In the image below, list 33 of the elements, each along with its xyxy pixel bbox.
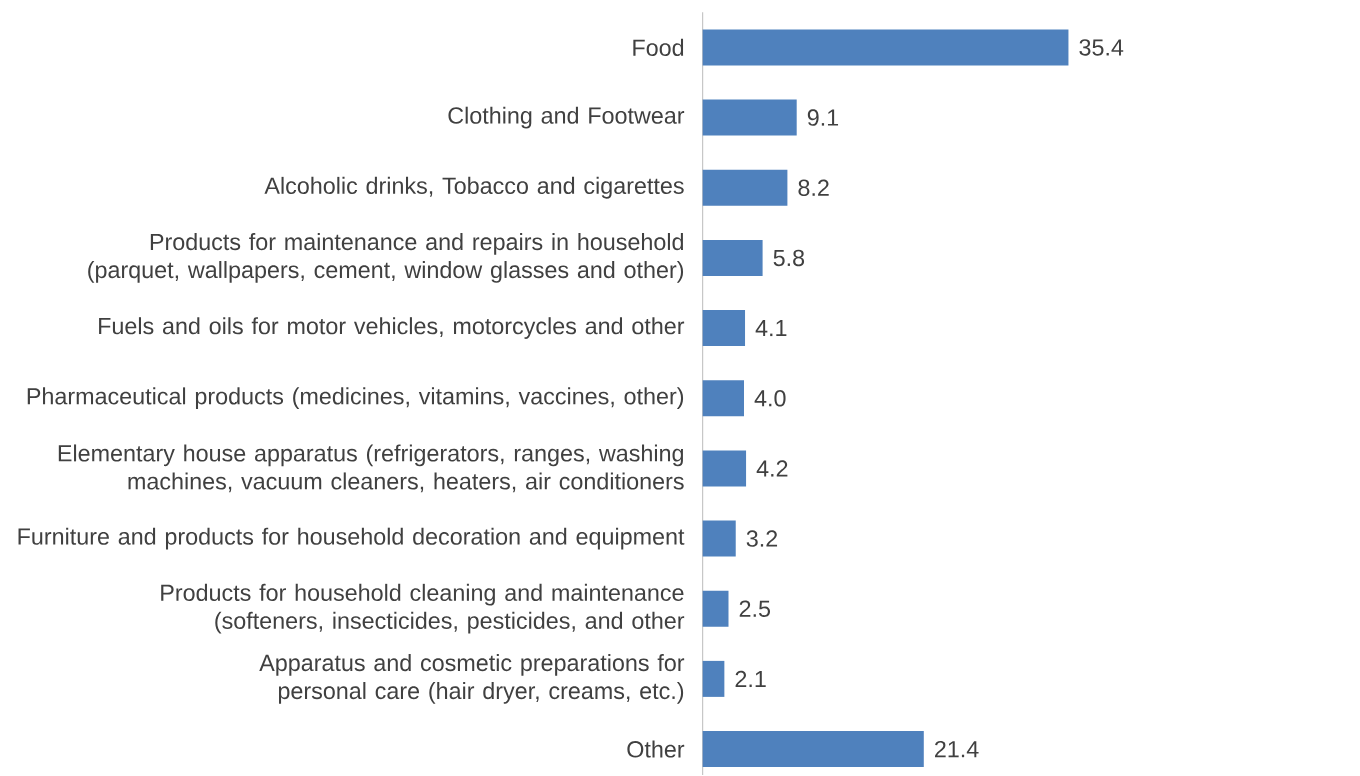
- bar: [702, 520, 736, 557]
- y-tick-label: Apparatus and cosmetic preparations for personal care (hair dryer, creams, etc.): [259, 654, 685, 704]
- bar: [702, 99, 797, 136]
- y-tick-label: Other: [627, 740, 685, 758]
- data-label: 2.5: [739, 600, 771, 618]
- data-label: 5.8: [773, 249, 805, 267]
- y-tick-label: Furniture and products for household decoration and equipment: [18, 527, 685, 550]
- bar: [702, 450, 747, 487]
- y-tick-label: Products for household cleaning and maintenance (softeners, insecticides, pesticides, and other: [161, 584, 685, 634]
- y-tick-label: Pharmaceutical products (medicines, vitamins, vaccines, other): [27, 387, 684, 410]
- data-label: 4.0: [754, 390, 786, 407]
- bar: [702, 240, 763, 277]
- bar: [702, 731, 924, 768]
- data-label: 4.1: [755, 320, 787, 337]
- data-label: 2.1: [735, 670, 766, 688]
- y-tick-label: Clothing and Footwear: [448, 106, 685, 129]
- bar: [702, 29, 1069, 66]
- data-label: 8.2: [798, 179, 829, 197]
- y-tick-label: Fuels and oils for motor vehicles, motorcycles and other: [99, 317, 685, 340]
- data-label: 3.2: [746, 530, 778, 548]
- y-tick-label: Alcoholic drinks, Tobacco and cigarettes: [264, 177, 684, 199]
- bar: [702, 169, 788, 206]
- y-tick-label: Food: [633, 39, 684, 57]
- data-label: 9.1: [807, 109, 839, 127]
- bar: [702, 590, 729, 627]
- data-label: 35.4: [1079, 39, 1124, 56]
- data-label: 4.2: [756, 460, 788, 477]
- bar: [702, 380, 744, 417]
- bar: [702, 661, 725, 698]
- y-tick-label: Elementary house apparatus (refrigerators, ranges, washing machines, vacuum cleaners, heaters, air conditioners: [58, 444, 684, 493]
- y-tick-label: Products for maintenance and repairs in household (parquet, wallpapers, cement, window glasses and other): [88, 233, 684, 284]
- bar: [702, 310, 746, 347]
- data-label: 21.4: [935, 741, 979, 758]
